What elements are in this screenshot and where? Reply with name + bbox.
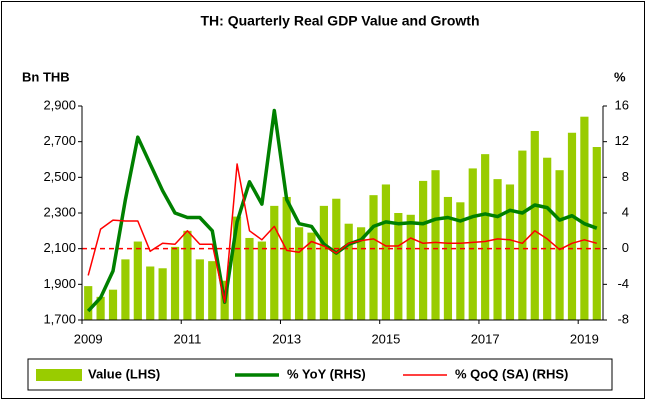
bar <box>567 132 577 320</box>
bar <box>183 230 192 320</box>
x-tick-label: 2017 <box>471 331 500 346</box>
bar <box>431 170 440 320</box>
y2-tick-label: 8 <box>622 169 629 184</box>
bar <box>270 205 279 320</box>
bar <box>530 130 539 320</box>
bar <box>232 216 242 320</box>
x-tick-label: 2015 <box>371 331 400 346</box>
bar <box>245 237 254 320</box>
bar <box>381 184 391 320</box>
y2-tick-label: 4 <box>622 204 629 219</box>
x-tick-label: 2009 <box>74 331 103 346</box>
y-tick-label: 2,500 <box>43 169 76 184</box>
bar <box>357 227 366 320</box>
bar <box>208 261 217 320</box>
line <box>87 163 598 303</box>
y2-tick-label: 12 <box>615 133 629 148</box>
y-tick-label: 2,300 <box>43 204 76 219</box>
bar <box>282 196 291 320</box>
bar <box>369 195 378 320</box>
bar <box>518 150 527 320</box>
bar <box>505 184 515 320</box>
y2-tick-label: -4 <box>617 276 629 291</box>
bar <box>294 227 304 320</box>
bar <box>84 286 93 320</box>
bar <box>394 213 403 320</box>
bar <box>146 266 155 320</box>
y-tick-label: 1,700 <box>43 311 76 326</box>
legend-box <box>27 358 613 391</box>
bar <box>133 241 142 320</box>
bar <box>592 147 601 320</box>
legend-label: % YoY (RHS) <box>287 366 366 381</box>
y2-tick-label: -8 <box>617 311 629 326</box>
bar <box>170 246 180 320</box>
bar <box>96 296 105 320</box>
y-tick-label: 1,900 <box>43 276 76 291</box>
bar <box>158 268 167 320</box>
y-axis-label: Bn THB <box>22 69 70 84</box>
bar <box>555 170 564 320</box>
bar <box>456 202 465 320</box>
y2-axis-label: % <box>614 69 626 84</box>
bar <box>332 198 341 320</box>
bar <box>406 214 415 320</box>
y-tick-label: 2,900 <box>43 97 76 112</box>
bar <box>319 205 328 320</box>
x-tick-label: 2019 <box>570 331 599 346</box>
bar <box>121 259 130 320</box>
bar <box>493 179 502 320</box>
bar <box>443 196 453 320</box>
y2-tick-label: 16 <box>615 97 629 112</box>
chart-title: TH: Quarterly Real GDP Value and Growth <box>200 13 479 29</box>
bar <box>195 259 204 320</box>
y-tick-label: 2,700 <box>43 133 76 148</box>
bar <box>257 241 266 320</box>
legend-label: % QoQ (SA) (RHS) <box>455 366 568 381</box>
y-tick-label: 2,100 <box>43 240 76 255</box>
legend-swatch <box>36 369 82 381</box>
bar <box>481 154 490 320</box>
y2-tick-label: 0 <box>622 240 629 255</box>
x-tick-label: 2011 <box>173 331 201 346</box>
x-tick-label: 2013 <box>272 331 301 346</box>
bar <box>468 168 477 320</box>
bar <box>307 232 316 320</box>
bar <box>580 116 589 320</box>
bar <box>419 180 428 320</box>
bar <box>108 289 118 320</box>
legend-label: Value (LHS) <box>88 366 160 381</box>
bar <box>344 223 353 320</box>
